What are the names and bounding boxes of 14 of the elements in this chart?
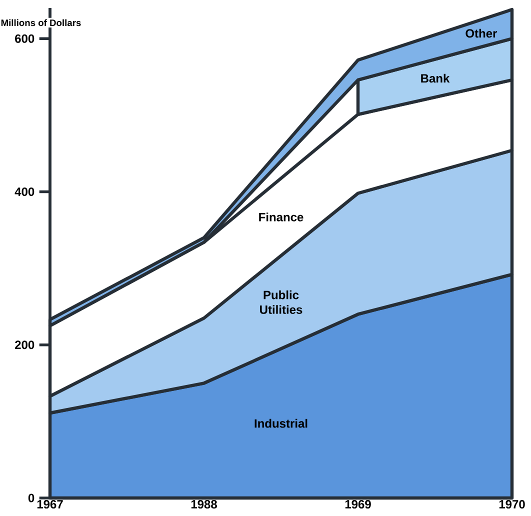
series-label: Other (466, 28, 498, 38)
series-label: Finance (259, 212, 304, 222)
y-tick-label: 0 (28, 494, 34, 502)
series-label: Public Utilities (260, 290, 302, 314)
x-tick-label: 1967 (37, 500, 63, 509)
x-tick-label: 1970 (499, 500, 525, 509)
y-tick-label: 600 (15, 34, 34, 43)
y-tick-label: 200 (15, 340, 34, 350)
series-label: Bank (421, 74, 450, 83)
y-tick-label: 400 (14, 187, 34, 196)
x-tick-label: 1988 (191, 500, 217, 509)
y-axis-title: Millions of Dollars (1, 19, 81, 26)
series-label: Industrial (254, 418, 308, 428)
x-tick-label: 1969 (345, 500, 371, 509)
